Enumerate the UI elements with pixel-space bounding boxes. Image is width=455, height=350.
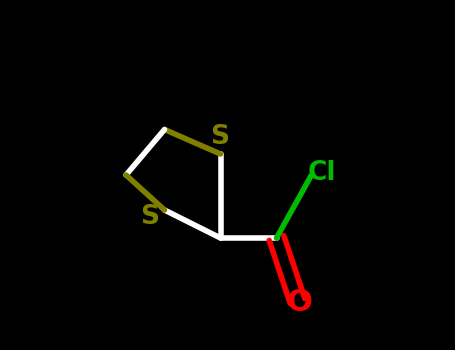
Text: S: S (210, 124, 229, 150)
Text: O: O (286, 288, 312, 317)
Text: Cl: Cl (308, 160, 336, 186)
Text: S: S (140, 204, 159, 230)
